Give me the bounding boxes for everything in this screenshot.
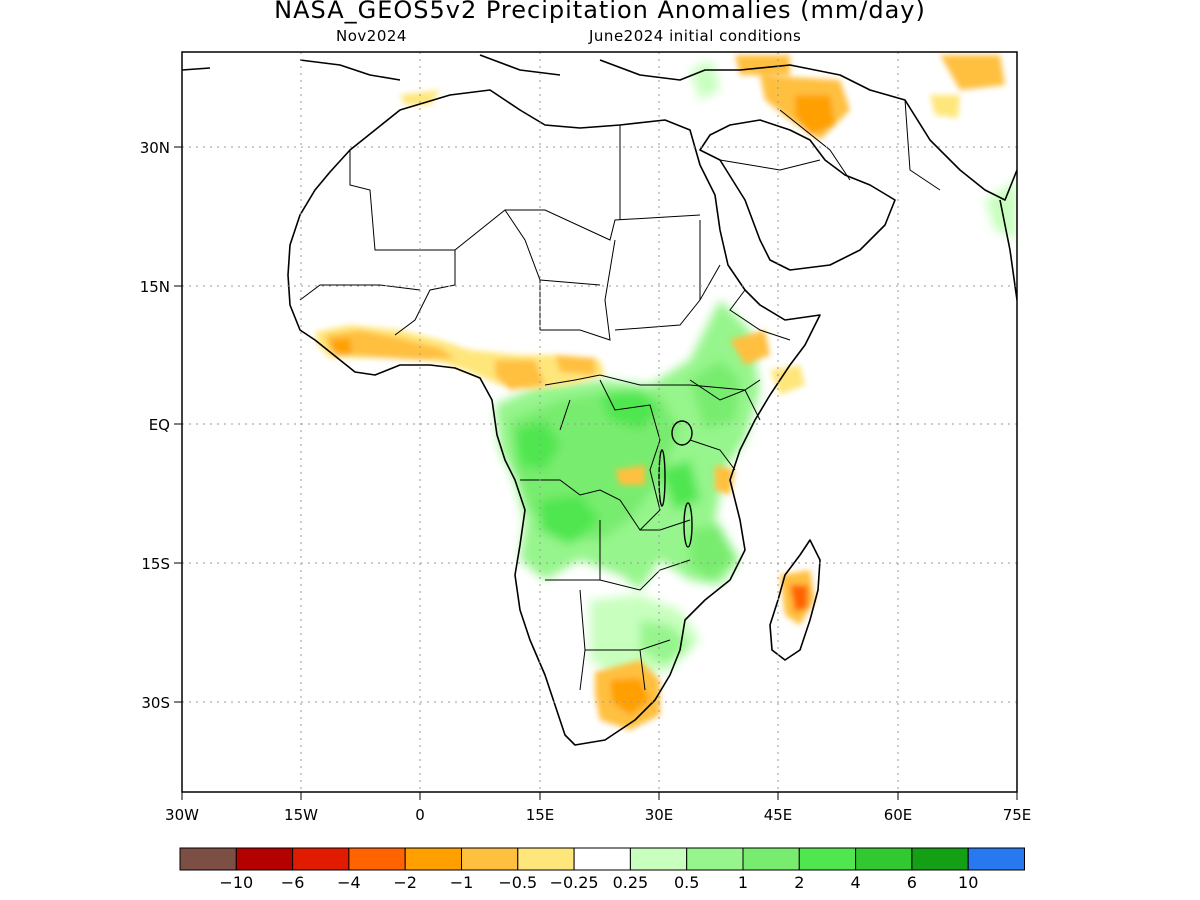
- colorbar: [179, 847, 1026, 871]
- x-tick-label: 15W: [284, 806, 318, 824]
- y-tick-label: 30N: [140, 139, 170, 157]
- coastlines: [182, 54, 1017, 746]
- colorbar-swatch: [461, 847, 519, 871]
- x-tick-labels: 30W 15W 0 15E 30E 45E 60E 75E: [165, 806, 1031, 824]
- colorbar-label: −6: [281, 873, 305, 892]
- x-tick-label: 0: [415, 806, 425, 824]
- colorbar-swatch: [235, 847, 294, 871]
- colorbar-swatch: [742, 847, 800, 871]
- y-axis: [174, 146, 182, 703]
- colorbar-swatch: [292, 847, 350, 871]
- x-tick-label: 30W: [165, 806, 199, 824]
- borders: [299, 99, 941, 691]
- colorbar-label: −2: [393, 873, 417, 892]
- colorbar-swatch: [686, 847, 744, 871]
- colorbar-label: 2: [794, 873, 804, 892]
- colorbar-swatch: [517, 847, 575, 871]
- colorbar-swatch: [573, 847, 631, 871]
- colorbar-label: 6: [907, 873, 917, 892]
- colorbar-label: −0.25: [550, 873, 599, 892]
- forecast-month: Nov2024: [336, 27, 407, 45]
- colorbar-label: 1: [738, 873, 748, 892]
- x-tick-label: 45E: [764, 806, 793, 824]
- y-tick-label: 15N: [140, 278, 170, 296]
- colorbar-labels: −10 −6 −4 −2 −1 −0.5 −0.25 0.25 0.5 1 2 4 6 10: [219, 873, 978, 892]
- y-tick-labels: 30N 15N EQ 15S 30S: [140, 139, 170, 712]
- colorbar-label: −10: [219, 873, 253, 892]
- y-tick-label: 30S: [141, 694, 170, 712]
- x-tick-label: 15E: [526, 806, 555, 824]
- y-tick-label: 15S: [141, 555, 170, 573]
- graticule: [182, 52, 1017, 792]
- x-tick-label: 60E: [884, 806, 913, 824]
- colorbar-label: −1: [450, 873, 474, 892]
- colorbar-swatch: [855, 847, 913, 871]
- colorbar-swatch: [629, 847, 688, 871]
- anomaly-shading: [495, 60, 1017, 680]
- map-frame: [181, 51, 1018, 793]
- chart-title: NASA_GEOS5v2 Precipitation Anomalies (mm…: [274, 0, 926, 24]
- colorbar-swatch: [967, 847, 1026, 871]
- y-tick-label: EQ: [149, 416, 170, 434]
- colorbar-label: 0.5: [674, 873, 699, 892]
- x-tick-label: 75E: [1003, 806, 1032, 824]
- colorbar-swatch: [348, 847, 406, 871]
- colorbar-swatch: [911, 847, 969, 871]
- colorbar-swatch: [404, 847, 463, 871]
- colorbar-label: 0.25: [613, 873, 649, 892]
- initial-conditions-label: June2024 initial conditions: [589, 27, 802, 45]
- colorbar-label: −4: [337, 873, 361, 892]
- colorbar-swatch: [798, 847, 857, 871]
- colorbar-label: 10: [958, 873, 978, 892]
- colorbar-label: 4: [851, 873, 861, 892]
- colorbar-label: −0.5: [498, 873, 537, 892]
- x-tick-label: 30E: [645, 806, 674, 824]
- map-area: [182, 52, 1017, 792]
- colorbar-swatch: [179, 847, 237, 871]
- x-axis: [181, 792, 1018, 800]
- lakes: [658, 420, 693, 548]
